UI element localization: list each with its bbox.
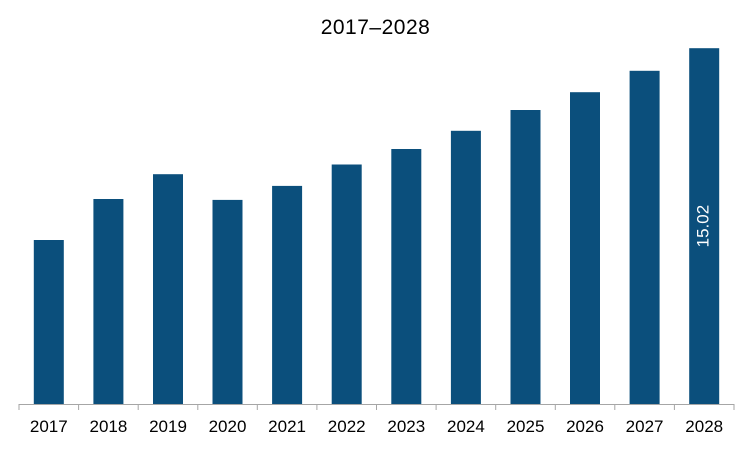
data-label-2028: 15.02 <box>694 205 713 248</box>
bar-2023 <box>391 149 422 404</box>
bar-2017 <box>33 240 64 404</box>
x-tick-label-2019: 2019 <box>149 417 187 436</box>
chart-title: 2017–2028 <box>320 16 431 39</box>
bar-2024 <box>450 130 481 405</box>
x-tick-label-2024: 2024 <box>447 417 485 436</box>
x-tick-label-2027: 2027 <box>626 417 664 436</box>
x-tick-label-2018: 2018 <box>89 417 127 436</box>
x-tick-label-2020: 2020 <box>209 417 247 436</box>
bar-2027 <box>629 70 660 405</box>
x-tick-label-2028: 2028 <box>685 417 723 436</box>
x-tick-label-2017: 2017 <box>30 417 68 436</box>
bar-2019 <box>153 174 183 404</box>
bar-2018 <box>93 199 124 404</box>
bar-2025 <box>510 110 541 404</box>
bar-2022 <box>331 164 362 404</box>
bar-2020 <box>212 199 243 404</box>
bar-2028 <box>689 48 720 404</box>
x-tick-label-2025: 2025 <box>507 417 545 436</box>
bar-2026 <box>570 92 600 404</box>
x-tick-label-2026: 2026 <box>566 417 604 436</box>
x-tick-label-2022: 2022 <box>328 417 366 436</box>
x-tick-label-2023: 2023 <box>387 417 425 436</box>
bar-2021 <box>272 185 303 404</box>
x-tick-label-2021: 2021 <box>268 417 306 436</box>
